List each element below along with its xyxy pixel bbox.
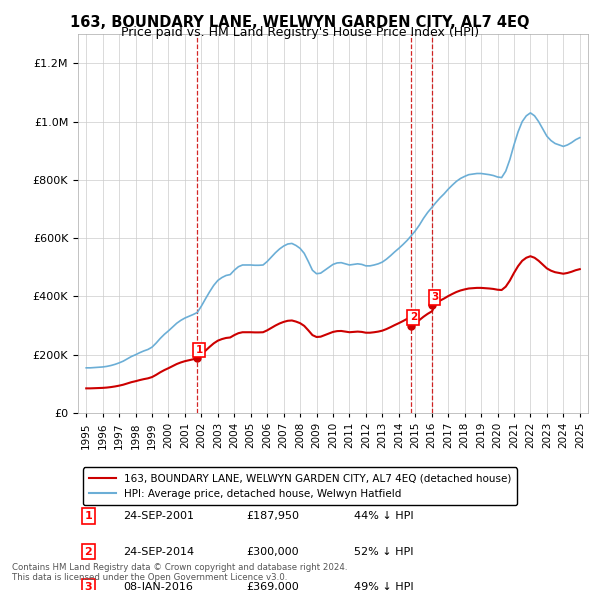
Text: 1: 1 [196,345,203,355]
Text: 24-SEP-2014: 24-SEP-2014 [123,547,194,556]
Text: £187,950: £187,950 [246,512,299,521]
Text: 3: 3 [85,582,92,590]
Text: £300,000: £300,000 [246,547,299,556]
Text: 163, BOUNDARY LANE, WELWYN GARDEN CITY, AL7 4EQ: 163, BOUNDARY LANE, WELWYN GARDEN CITY, … [70,15,530,30]
Text: 52% ↓ HPI: 52% ↓ HPI [354,547,413,556]
Text: 2: 2 [410,313,417,322]
Text: £369,000: £369,000 [246,582,299,590]
Text: 3: 3 [431,292,438,302]
Text: Price paid vs. HM Land Registry's House Price Index (HPI): Price paid vs. HM Land Registry's House … [121,26,479,39]
Text: 24-SEP-2001: 24-SEP-2001 [123,512,194,521]
Text: 49% ↓ HPI: 49% ↓ HPI [354,582,413,590]
Text: 08-JAN-2016: 08-JAN-2016 [123,582,193,590]
Text: Contains HM Land Registry data © Crown copyright and database right 2024.
This d: Contains HM Land Registry data © Crown c… [12,563,347,582]
Text: 44% ↓ HPI: 44% ↓ HPI [354,512,413,521]
Legend: 163, BOUNDARY LANE, WELWYN GARDEN CITY, AL7 4EQ (detached house), HPI: Average p: 163, BOUNDARY LANE, WELWYN GARDEN CITY, … [83,467,517,505]
Text: 2: 2 [85,547,92,556]
Text: 1: 1 [85,512,92,521]
